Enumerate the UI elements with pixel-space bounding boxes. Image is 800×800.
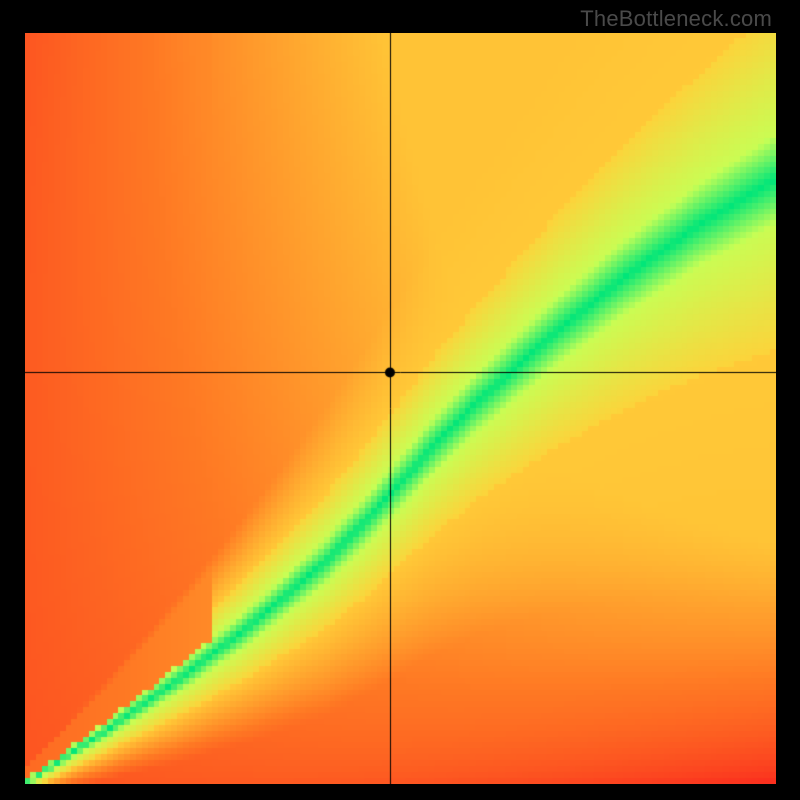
bottleneck-heatmap [25,33,776,784]
watermark-text: TheBottleneck.com [580,6,772,32]
chart-container: { "watermark": { "text": "TheBottleneck.… [0,0,800,800]
